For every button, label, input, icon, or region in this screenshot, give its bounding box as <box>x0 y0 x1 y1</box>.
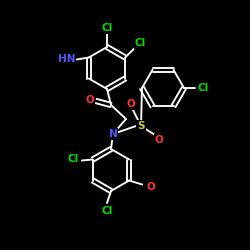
Text: N: N <box>108 129 118 139</box>
Text: Cl: Cl <box>134 38 146 48</box>
Text: Cl: Cl <box>102 206 112 216</box>
Text: O: O <box>86 95 94 105</box>
Text: O: O <box>127 99 136 109</box>
Text: O: O <box>147 182 156 192</box>
Text: O: O <box>154 135 164 145</box>
Text: Cl: Cl <box>102 23 112 33</box>
Text: Cl: Cl <box>198 83 208 93</box>
Text: HN: HN <box>58 54 76 64</box>
Text: S: S <box>137 121 145 131</box>
Text: Cl: Cl <box>67 154 78 164</box>
